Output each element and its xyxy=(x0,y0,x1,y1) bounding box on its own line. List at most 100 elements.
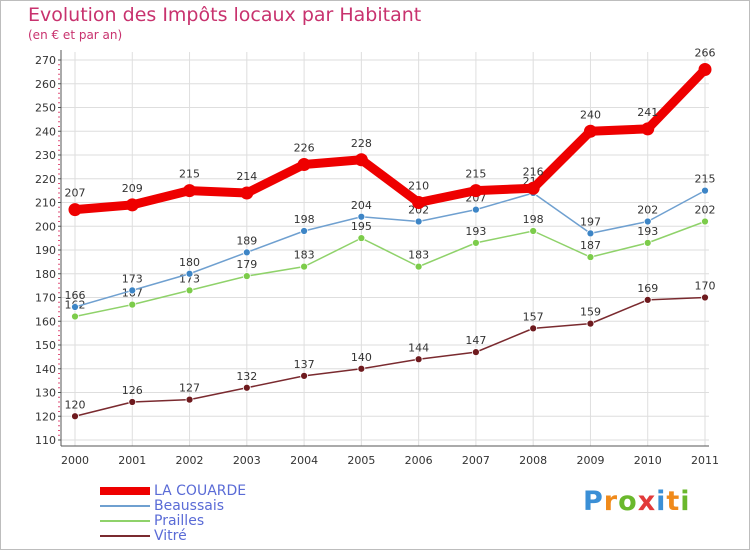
data-label: 240 xyxy=(580,108,601,121)
legend-swatch-prailles xyxy=(100,520,150,522)
data-label: 207 xyxy=(65,187,86,200)
data-point xyxy=(586,319,595,328)
data-point xyxy=(643,217,652,226)
y-tick-label: 180 xyxy=(35,268,56,281)
data-point xyxy=(469,184,483,198)
data-point xyxy=(586,229,595,238)
data-point xyxy=(701,293,709,302)
legend-label: Beaussais xyxy=(154,498,225,514)
data-point xyxy=(128,300,137,309)
data-point xyxy=(185,269,194,278)
y-tick-label: 130 xyxy=(35,387,56,400)
data-point xyxy=(472,348,480,357)
x-tick-label: 2010 xyxy=(634,454,662,467)
data-label: 214 xyxy=(236,170,257,183)
data-label: 202 xyxy=(408,204,429,217)
x-tick-label: 2006 xyxy=(405,454,433,467)
y-tick-label: 150 xyxy=(35,339,56,352)
y-tick-label: 240 xyxy=(35,125,56,138)
data-label: 209 xyxy=(122,182,143,195)
x-tick-label: 2000 xyxy=(61,454,89,467)
legend-swatch-vitre xyxy=(100,535,150,537)
data-point xyxy=(701,186,709,195)
data-point xyxy=(412,196,426,209)
data-label: 198 xyxy=(523,213,544,226)
data-point xyxy=(472,205,480,214)
data-label: 198 xyxy=(294,213,315,226)
data-label: 173 xyxy=(122,272,143,285)
data-point xyxy=(71,312,79,321)
data-point xyxy=(71,412,79,421)
data-label: 127 xyxy=(179,382,200,395)
logo-letter: i xyxy=(680,486,691,517)
data-label: 216 xyxy=(523,165,544,178)
data-label: 183 xyxy=(408,249,429,262)
data-point xyxy=(300,262,308,271)
x-tick-label: 2005 xyxy=(347,454,375,467)
data-label: 241 xyxy=(637,106,658,119)
data-point xyxy=(125,198,139,212)
x-tick-label: 2001 xyxy=(118,454,146,467)
y-tick-label: 270 xyxy=(35,54,56,67)
data-label: 197 xyxy=(580,215,601,228)
data-label: 195 xyxy=(351,220,372,233)
data-label: 202 xyxy=(695,204,716,217)
data-point xyxy=(68,203,82,217)
data-label: 187 xyxy=(580,239,601,252)
data-point xyxy=(240,186,254,200)
data-point xyxy=(297,158,311,171)
data-label: 228 xyxy=(351,137,372,150)
x-tick-label: 2011 xyxy=(691,454,719,467)
y-tick-label: 170 xyxy=(35,292,56,305)
data-point xyxy=(357,364,366,373)
data-label: 210 xyxy=(408,180,429,193)
data-label: 169 xyxy=(637,282,658,295)
y-tick-label: 210 xyxy=(35,197,56,210)
y-tick-label: 200 xyxy=(35,220,56,233)
y-tick-label: 230 xyxy=(35,149,56,162)
data-label: 180 xyxy=(179,256,200,269)
series-line-beaussais xyxy=(74,189,706,308)
series-line-vitr xyxy=(74,296,706,417)
data-point xyxy=(414,262,423,271)
legend-label: Vitré xyxy=(154,528,187,544)
legend-swatch-la-couarde xyxy=(100,487,150,495)
chart-title: Evolution des Impôts locaux par Habitant xyxy=(28,4,422,26)
data-label: 170 xyxy=(695,280,716,293)
data-label: 144 xyxy=(408,341,429,354)
logo-letter: x xyxy=(637,486,657,517)
data-point xyxy=(71,303,79,311)
data-point xyxy=(128,286,137,295)
data-point xyxy=(698,63,712,76)
x-tick-label: 2004 xyxy=(290,454,318,467)
y-tick-label: 120 xyxy=(35,410,56,423)
legend-swatch-beaussais xyxy=(100,505,150,507)
data-label: 266 xyxy=(695,47,716,60)
data-label: 193 xyxy=(637,225,658,238)
data-point xyxy=(357,212,366,221)
data-point xyxy=(414,217,423,226)
data-label: 193 xyxy=(465,225,486,238)
logo-letter: t xyxy=(666,486,681,517)
data-point xyxy=(526,181,540,195)
data-point xyxy=(300,227,308,235)
data-point xyxy=(643,295,652,304)
data-point xyxy=(128,398,137,406)
series-line-prailles xyxy=(74,220,706,318)
data-point xyxy=(529,324,538,333)
data-label: 126 xyxy=(122,384,143,397)
data-label: 147 xyxy=(465,334,486,347)
logo-letter: P xyxy=(583,486,604,517)
x-tick-label: 2003 xyxy=(233,454,261,467)
logo-letter: r xyxy=(603,486,619,517)
x-tick-label: 2008 xyxy=(519,454,547,467)
y-tick-label: 140 xyxy=(35,363,56,376)
data-point xyxy=(185,286,194,295)
data-point xyxy=(242,383,251,392)
data-label: 183 xyxy=(294,249,315,262)
data-point xyxy=(701,217,709,226)
data-point xyxy=(414,355,423,364)
data-point xyxy=(641,122,655,136)
data-label: 140 xyxy=(351,351,372,364)
